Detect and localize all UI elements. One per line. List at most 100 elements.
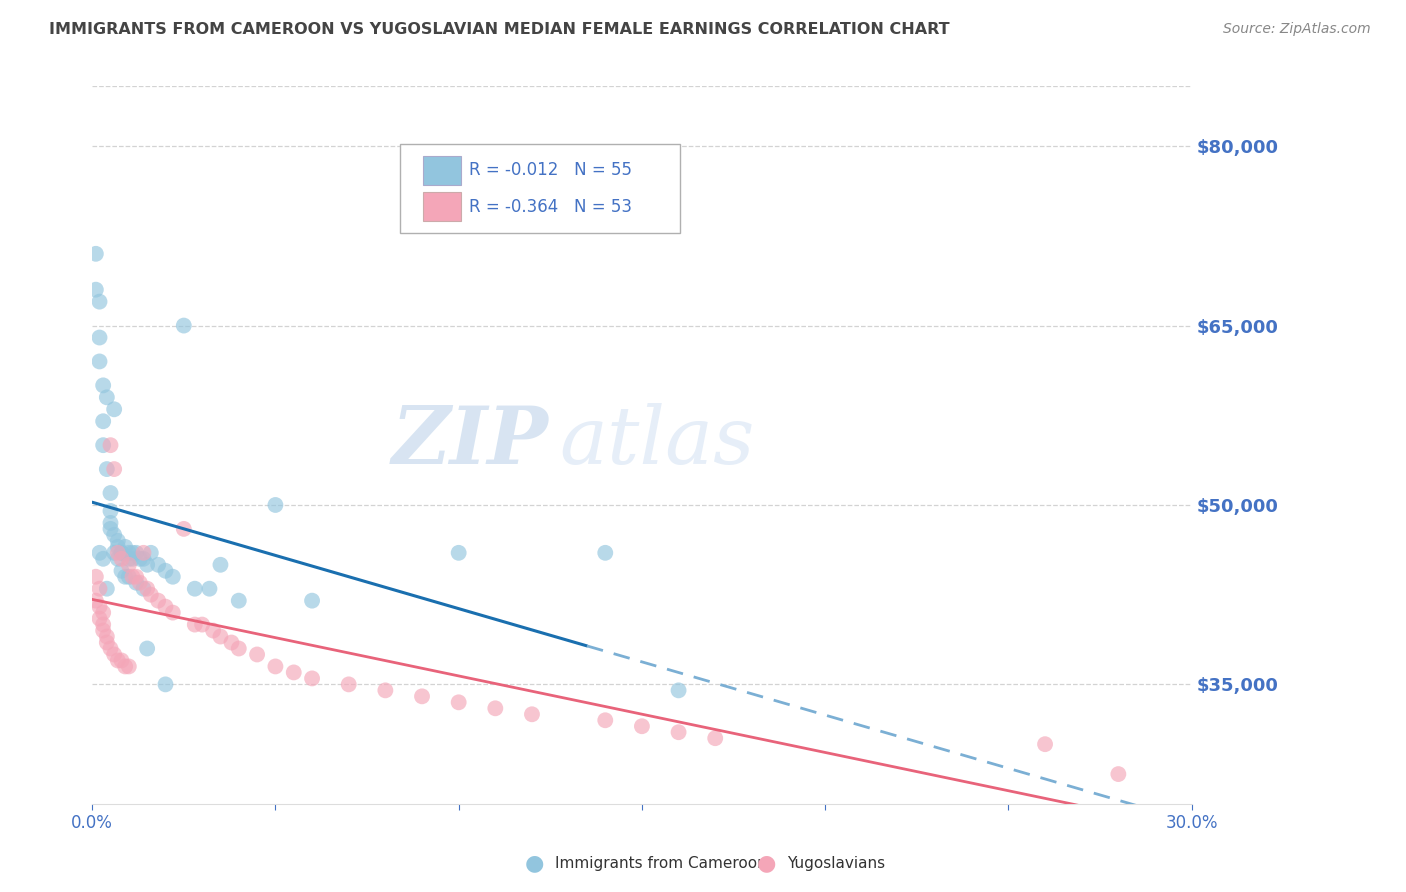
Point: [91, 617, 114, 632]
Point: [447, 546, 470, 560]
Point: [103, 462, 125, 476]
Point: [128, 575, 150, 590]
Point: [107, 540, 129, 554]
Text: Yugoslavians: Yugoslavians: [787, 856, 886, 871]
Point: [1107, 767, 1129, 781]
Point: [228, 593, 250, 607]
Point: [146, 558, 169, 572]
Point: [411, 690, 433, 704]
Point: [132, 582, 155, 596]
Point: [162, 570, 184, 584]
Point: [162, 606, 184, 620]
Point: [89, 582, 111, 596]
Text: ●: ●: [524, 854, 544, 873]
Point: [96, 635, 118, 649]
Point: [301, 593, 323, 607]
Point: [139, 588, 162, 602]
Point: [132, 551, 155, 566]
Point: [139, 546, 162, 560]
Point: [84, 570, 107, 584]
Point: [198, 582, 221, 596]
Point: [91, 624, 114, 638]
Text: ●: ●: [756, 854, 776, 873]
Point: [136, 641, 159, 656]
Point: [283, 665, 305, 680]
Point: [209, 630, 232, 644]
Point: [84, 283, 107, 297]
Point: [84, 247, 107, 261]
Point: [337, 677, 360, 691]
Point: [374, 683, 396, 698]
Text: Source: ZipAtlas.com: Source: ZipAtlas.com: [1223, 22, 1371, 37]
Point: [91, 606, 114, 620]
Text: R = -0.012   N = 55: R = -0.012 N = 55: [470, 161, 633, 179]
Point: [484, 701, 506, 715]
Point: [91, 378, 114, 392]
Point: [264, 498, 287, 512]
FancyBboxPatch shape: [423, 193, 461, 221]
Text: ZIP: ZIP: [392, 403, 548, 480]
Point: [128, 551, 150, 566]
Point: [118, 659, 141, 673]
Point: [155, 564, 177, 578]
Point: [96, 630, 118, 644]
Point: [110, 551, 132, 566]
Point: [91, 551, 114, 566]
Point: [91, 414, 114, 428]
Point: [125, 546, 148, 560]
Text: IMMIGRANTS FROM CAMEROON VS YUGOSLAVIAN MEDIAN FEMALE EARNINGS CORRELATION CHART: IMMIGRANTS FROM CAMEROON VS YUGOSLAVIAN …: [49, 22, 950, 37]
Point: [103, 402, 125, 417]
Point: [114, 570, 136, 584]
Point: [155, 599, 177, 614]
Point: [631, 719, 654, 733]
Point: [121, 546, 143, 560]
Point: [191, 617, 214, 632]
Point: [246, 648, 269, 662]
Point: [96, 582, 118, 596]
Point: [100, 504, 122, 518]
Point: [89, 294, 111, 309]
Point: [110, 546, 132, 560]
Point: [107, 546, 129, 560]
Point: [89, 330, 111, 344]
Point: [125, 575, 148, 590]
Point: [114, 659, 136, 673]
Point: [121, 551, 143, 566]
Point: [593, 546, 616, 560]
Text: Immigrants from Cameroon: Immigrants from Cameroon: [555, 856, 768, 871]
FancyBboxPatch shape: [401, 144, 681, 234]
Point: [118, 551, 141, 566]
Point: [107, 533, 129, 548]
Point: [100, 516, 122, 530]
Point: [146, 593, 169, 607]
Point: [132, 546, 155, 560]
Point: [1033, 737, 1056, 751]
Point: [447, 695, 470, 709]
Point: [264, 659, 287, 673]
Point: [89, 354, 111, 368]
Point: [668, 683, 690, 698]
Point: [110, 653, 132, 667]
Point: [184, 617, 207, 632]
Point: [96, 390, 118, 404]
Point: [668, 725, 690, 739]
Point: [301, 672, 323, 686]
Point: [100, 438, 122, 452]
Point: [704, 731, 727, 746]
Point: [121, 570, 143, 584]
Point: [114, 540, 136, 554]
Point: [110, 564, 132, 578]
Point: [125, 570, 148, 584]
Point: [100, 486, 122, 500]
Point: [89, 611, 111, 625]
Point: [173, 318, 195, 333]
Point: [107, 551, 129, 566]
Point: [91, 438, 114, 452]
Point: [118, 546, 141, 560]
Text: R = -0.364   N = 53: R = -0.364 N = 53: [470, 198, 633, 216]
Point: [593, 713, 616, 727]
Point: [100, 522, 122, 536]
Point: [100, 641, 122, 656]
Point: [103, 546, 125, 560]
Point: [155, 677, 177, 691]
